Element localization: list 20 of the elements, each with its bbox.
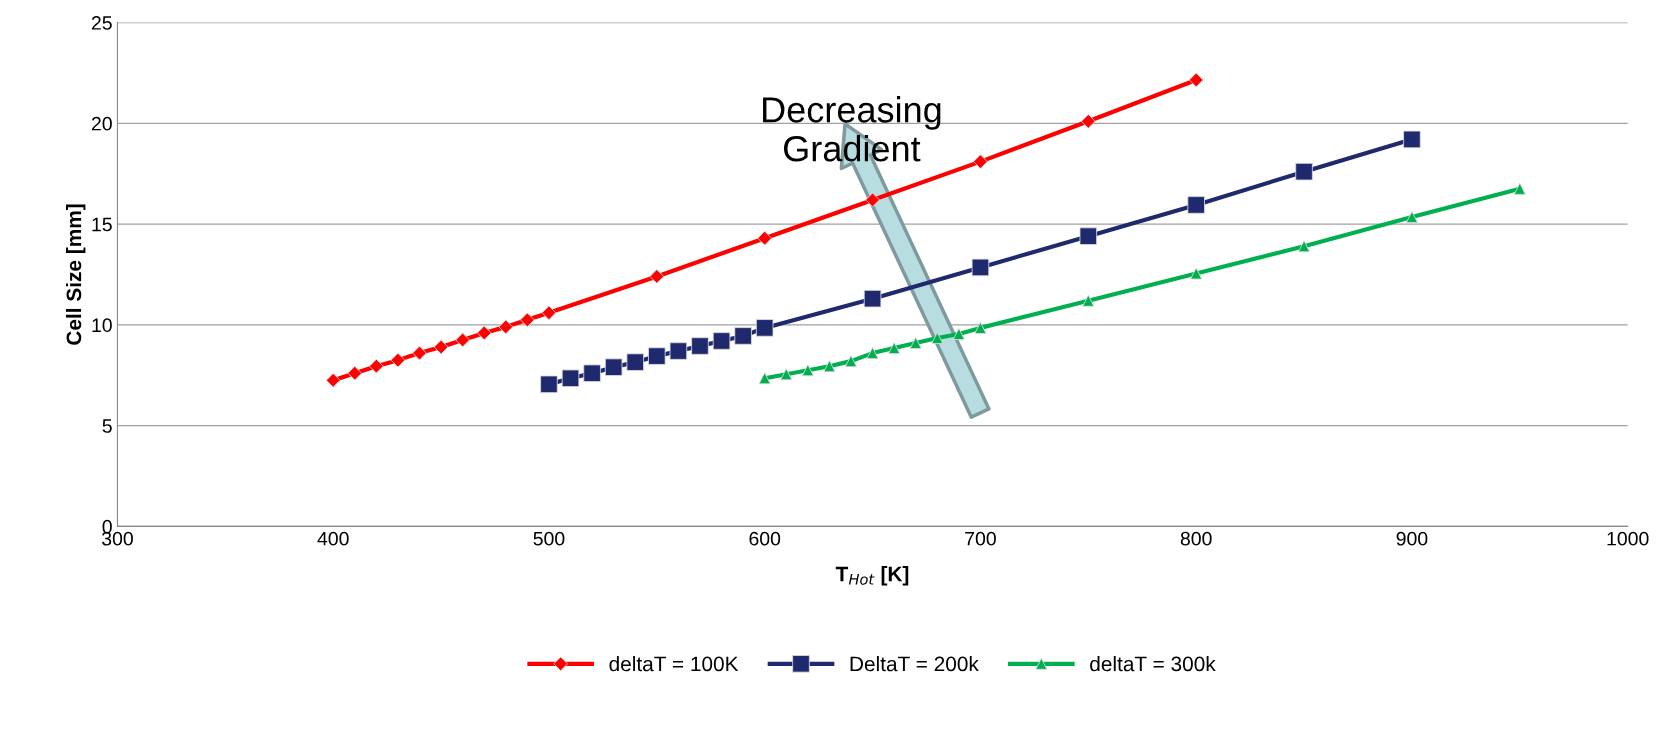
legend-label: deltaT = 300k — [1090, 655, 1216, 672]
y-tick-label: 10 — [92, 318, 112, 333]
legend-label: DeltaT = 200k — [850, 655, 979, 672]
x-tick-label: 400 — [317, 531, 349, 546]
legend-label: deltaT = 100K — [609, 655, 739, 672]
y-axis-title: Cell Size [mm] — [66, 204, 86, 345]
y-tick-label: 5 — [102, 419, 112, 433]
y-tick-label: 20 — [91, 116, 112, 131]
y-tick-label: 25 — [91, 16, 112, 30]
x-tick-label: 700 — [965, 531, 996, 546]
y-tick-label: 15 — [92, 217, 112, 232]
x-tick-label: 500 — [533, 531, 565, 546]
x-tick-label: 1000 — [1607, 531, 1649, 546]
x-tick-label: 800 — [1180, 531, 1212, 546]
x-tick-label: 900 — [1396, 531, 1428, 546]
annotation: Decreasing Gradient — [763, 96, 941, 162]
point — [863, 289, 882, 308]
x-axis-title: T$_{Hot}$ [K] — [835, 566, 909, 586]
x-tick-label: 600 — [749, 531, 781, 546]
point — [971, 258, 990, 277]
